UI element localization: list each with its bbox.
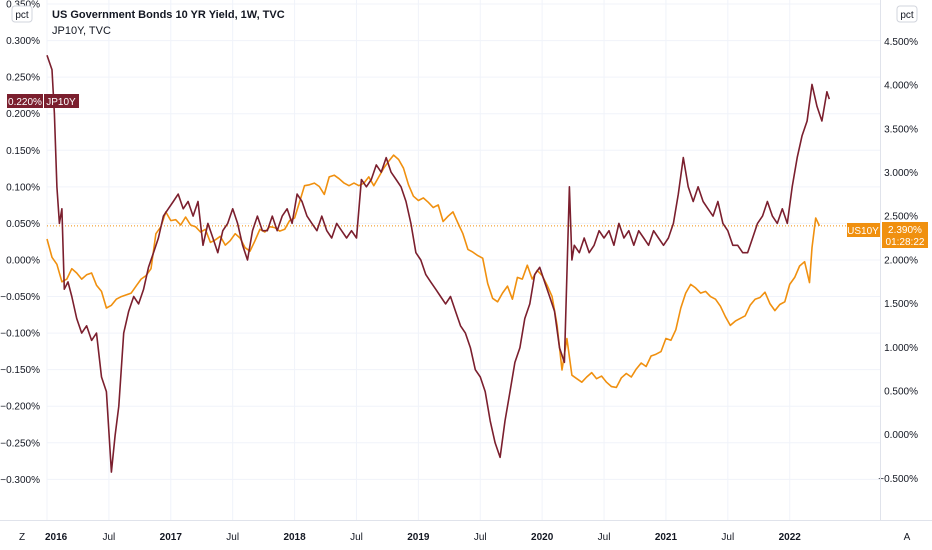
left-axis-tick-label: 0.350% [6,0,40,11]
series-line-us10y[interactable] [46,154,821,389]
jp10y-name-tag-bg [44,94,79,108]
x-axis-tick-label: Jul [350,532,363,543]
left-axis-tick-label: 0.050% [6,219,40,230]
left-axis-tick-label: 0.000% [6,255,40,266]
jp10y-value-tag-bg [7,94,43,108]
x-axis-tick-label: 2018 [283,532,306,543]
left-axis-tick-label: −0.300% [0,475,40,486]
x-axis-tick-label: 2021 [655,532,678,543]
right-axis-tick-label: 2.000% [884,255,918,266]
right-unit-label[interactable]: pct [896,5,918,23]
left-axis-tick-label: −0.050% [0,292,40,303]
x-axis-tick-label: 2022 [779,532,802,543]
x-axis-tick-label: 2019 [407,532,430,543]
left-unit-text: pct [15,10,29,21]
right-axis-tick-label: 0.500% [884,386,918,397]
us10y-name-tag: US10Y [847,226,879,237]
left-axis-tick-label: −0.150% [0,365,40,376]
us10y-name-tag-bg [847,223,880,237]
jp10y-name-tag: JP10Y [46,97,76,108]
x-axis-tick-label: Jul [598,532,611,543]
right-axis-tick-label: 1.000% [884,343,918,354]
autoscale-button[interactable]: A [882,522,932,550]
x-axis-tick-label: Jul [721,532,734,543]
chart-subtitle: JP10Y, TVC [52,25,111,37]
right-axis-tick-label: −0.500% [878,474,918,485]
jp10y-value-tag: 0.220% [8,97,42,108]
right-axis-tick-label: 2.500% [884,212,918,223]
left-axis-tick-label: 0.300% [6,36,40,47]
left-axis-tick-label: −0.100% [0,329,40,340]
chart-title: US Government Bonds 10 YR Yield, 1W, TVC [52,9,285,21]
x-axis[interactable]: 2016 Jul 2017 Jul 2018 Jul 2019 Jul 2020 Jul 2021 J… [45,532,801,543]
x-axis-tick-label: 2020 [531,532,554,543]
jp10y-price-tag: 0.220% JP10Y [7,94,79,108]
left-axis-tick-label: −0.200% [0,402,40,413]
right-axis-border [880,0,881,520]
us10y-value-tag-bg [882,222,928,248]
plot-area[interactable] [46,54,880,473]
timezone-button-label: Z [19,532,25,543]
x-axis-tick-label: 2017 [160,532,183,543]
x-axis-tick-label: Jul [102,532,115,543]
timezone-button[interactable]: Z [0,522,45,550]
left-axis-tick-label: 0.200% [6,109,40,120]
left-unit-label[interactable]: pct [11,5,33,23]
right-axis-tick-label: 1.500% [884,299,918,310]
x-axis-border [0,520,932,521]
right-axis-tick-label: 0.000% [884,430,918,441]
right-axis-tick-label: 4.000% [884,81,918,92]
grid [46,0,880,520]
x-axis-tick-label: 2016 [45,532,68,543]
left-axis-tick-label: −0.250% [0,438,40,449]
left-axis[interactable]: 0.350% 0.300% 0.250% 0.200% 0.150% 0.100% 0.05… [0,0,40,486]
us10y-value-tag: 2.390% [888,225,922,236]
autoscale-button-label: A [904,532,911,543]
x-axis-tick-label: Jul [474,532,487,543]
right-axis[interactable]: 4.500% 4.000% 3.500% 3.000% 2.500% 2.000% 1.50… [878,37,918,485]
series-line-jp10y[interactable] [46,54,831,473]
left-axis-tick-label: 0.250% [6,73,40,84]
right-axis-tick-label: 3.000% [884,168,918,179]
right-axis-tick-label: 4.500% [884,37,918,48]
left-axis-tick-label: 0.100% [6,182,40,193]
us10y-countdown: 01:28:22 [886,237,925,248]
right-axis-tick-label: 3.500% [884,124,918,135]
us10y-price-tag: US10Y 2.390% 01:28:22 [847,222,928,248]
left-axis-tick-label: 0.150% [6,146,40,157]
x-axis-tick-label: Jul [226,532,239,543]
right-unit-text: pct [900,10,914,21]
